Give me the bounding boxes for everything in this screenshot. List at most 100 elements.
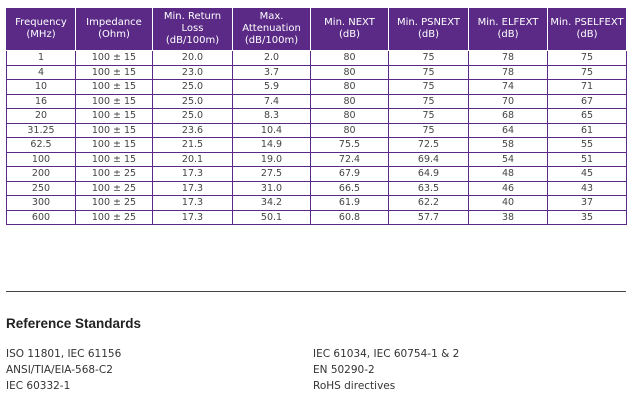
table-cell: 34.2 — [232, 195, 311, 211]
table-cell: 21.5 — [152, 137, 233, 153]
reference-standard-item: ISO 11801, IEC 61156 — [6, 348, 122, 360]
table-cell: 75.5 — [310, 137, 389, 153]
table-cell: 63.5 — [388, 180, 469, 196]
table-cell: 250 — [6, 180, 76, 196]
table-cell: 61 — [547, 122, 627, 138]
table-header-row: Frequency (MHz) Impedance (Ohm) Min. Return L… — [6, 7, 627, 51]
table-cell: 43 — [547, 180, 627, 196]
table-cell: 80 — [310, 122, 389, 138]
table-cell: 23.0 — [152, 64, 233, 80]
table-cell: 80 — [310, 108, 389, 124]
table-cell: 16 — [6, 93, 76, 109]
table-cell: 51 — [547, 151, 627, 167]
table-body: 1 100 ± 15 20.0 2.0 80 75 78 75 4 100 ± 15 23.0 3.7… — [6, 50, 627, 225]
table-row: 4 100 ± 15 23.0 3.7 80 75 78 75 — [6, 64, 627, 80]
table-cell: 17.3 — [152, 209, 233, 225]
table-cell: 57.7 — [388, 209, 469, 225]
column-header-line: Min. ELFEXT — [477, 17, 539, 28]
table-cell: 37 — [547, 195, 627, 211]
table-cell: 31.0 — [232, 180, 311, 196]
column-header: Min. NEXT (dB) — [310, 7, 389, 51]
column-header-line: (dB) — [497, 29, 519, 40]
table-cell: 100 ± 15 — [75, 137, 153, 153]
table-cell: 72.4 — [310, 151, 389, 167]
table-cell: 80 — [310, 93, 389, 109]
column-header: Min. PSELFEXT (dB) — [547, 7, 627, 51]
table-cell: 20 — [6, 108, 76, 124]
table-cell: 14.9 — [232, 137, 311, 153]
table-cell: 17.3 — [152, 166, 233, 182]
table-cell: 35 — [547, 209, 627, 225]
table-cell: 31.25 — [6, 122, 76, 138]
table-cell: 74 — [468, 79, 548, 95]
table-cell: 200 — [6, 166, 76, 182]
column-header-line: (dB) — [576, 29, 598, 40]
table-cell: 75 — [388, 79, 469, 95]
table-cell: 7.4 — [232, 93, 311, 109]
table-cell: 80 — [310, 50, 389, 66]
table-cell: 68 — [468, 108, 548, 124]
table-row: 300 100 ± 25 17.3 34.2 61.9 62.2 40 37 — [6, 195, 627, 211]
table-cell: 100 ± 25 — [75, 209, 153, 225]
table-cell: 100 ± 15 — [75, 122, 153, 138]
column-header-line: (Ohm) — [98, 29, 130, 40]
table-cell: 75 — [388, 64, 469, 80]
table-cell: 78 — [468, 50, 548, 66]
table-cell: 67.9 — [310, 166, 389, 182]
table-cell: 100 — [6, 151, 76, 167]
reference-standard-item: IEC 61034, IEC 60754-1 & 2 — [313, 348, 460, 360]
table-cell: 10.4 — [232, 122, 311, 138]
table-cell: 20.1 — [152, 151, 233, 167]
table-cell: 17.3 — [152, 180, 233, 196]
table-cell: 27.5 — [232, 166, 311, 182]
table-cell: 75 — [388, 50, 469, 66]
column-header-line: Min. NEXT (dB) — [324, 17, 375, 40]
column-header: Impedance (Ohm) — [75, 7, 153, 51]
table-cell: 46 — [468, 180, 548, 196]
table-cell: 55 — [547, 137, 627, 153]
column-header-line: Frequency — [15, 17, 67, 28]
table-row: 31.25 100 ± 15 23.6 10.4 80 75 64 61 — [6, 122, 627, 138]
table-cell: 69.4 — [388, 151, 469, 167]
table-cell: 600 — [6, 209, 76, 225]
table-cell: 40 — [468, 195, 548, 211]
column-header-line: Loss (dB/100m) — [165, 23, 220, 46]
table-cell: 2.0 — [232, 50, 311, 66]
table-cell: 75 — [388, 108, 469, 124]
table-cell: 17.3 — [152, 195, 233, 211]
table-cell: 100 ± 15 — [75, 79, 153, 95]
table-cell: 100 ± 25 — [75, 166, 153, 182]
table-cell: 1 — [6, 50, 76, 66]
column-header-line: Attenuation — [242, 23, 301, 34]
column-header: Min. Return Loss (dB/100m) — [152, 7, 233, 51]
table-row: 16 100 ± 15 25.0 7.4 80 75 70 67 — [6, 93, 627, 109]
table-cell: 70 — [468, 93, 548, 109]
table-cell: 80 — [310, 79, 389, 95]
column-header: Frequency (MHz) — [6, 7, 76, 51]
table-cell: 64 — [468, 122, 548, 138]
table-cell: 72.5 — [388, 137, 469, 153]
reference-standards-left-column: ISO 11801, IEC 61156 ANSI/TIA/EIA-568-C2 I… — [6, 346, 121, 394]
table-cell: 75 — [388, 93, 469, 109]
column-header-line: Impedance — [86, 17, 142, 28]
table-cell: 100 ± 15 — [75, 151, 153, 167]
reference-standard-item: ANSI/TIA/EIA-568-C2 — [6, 364, 113, 376]
column-header-line: Min. PSNEXT — [396, 17, 461, 28]
table-cell: 58 — [468, 137, 548, 153]
table-cell: 25.0 — [152, 108, 233, 124]
table-cell: 64.9 — [388, 166, 469, 182]
column-header-line: Max. — [259, 11, 284, 22]
table-cell: 61.9 — [310, 195, 389, 211]
table-row: 600 100 ± 25 17.3 50.1 60.8 57.7 38 35 — [6, 209, 627, 225]
table-cell: 23.6 — [152, 122, 233, 138]
reference-standard-item: EN 50290-2 — [313, 364, 375, 376]
table-cell: 62.5 — [6, 137, 76, 153]
table-cell: 45 — [547, 166, 627, 182]
table-row: 100 100 ± 15 20.1 19.0 72.4 69.4 54 51 — [6, 151, 627, 167]
table-row: 10 100 ± 15 25.0 5.9 80 75 74 71 — [6, 79, 627, 95]
reference-standard-item: IEC 60332-1 — [6, 380, 71, 392]
table-cell: 20.0 — [152, 50, 233, 66]
column-header-line: (MHz) — [26, 29, 56, 40]
table-cell: 25.0 — [152, 93, 233, 109]
column-header: Min. PSNEXT (dB) — [388, 7, 469, 51]
